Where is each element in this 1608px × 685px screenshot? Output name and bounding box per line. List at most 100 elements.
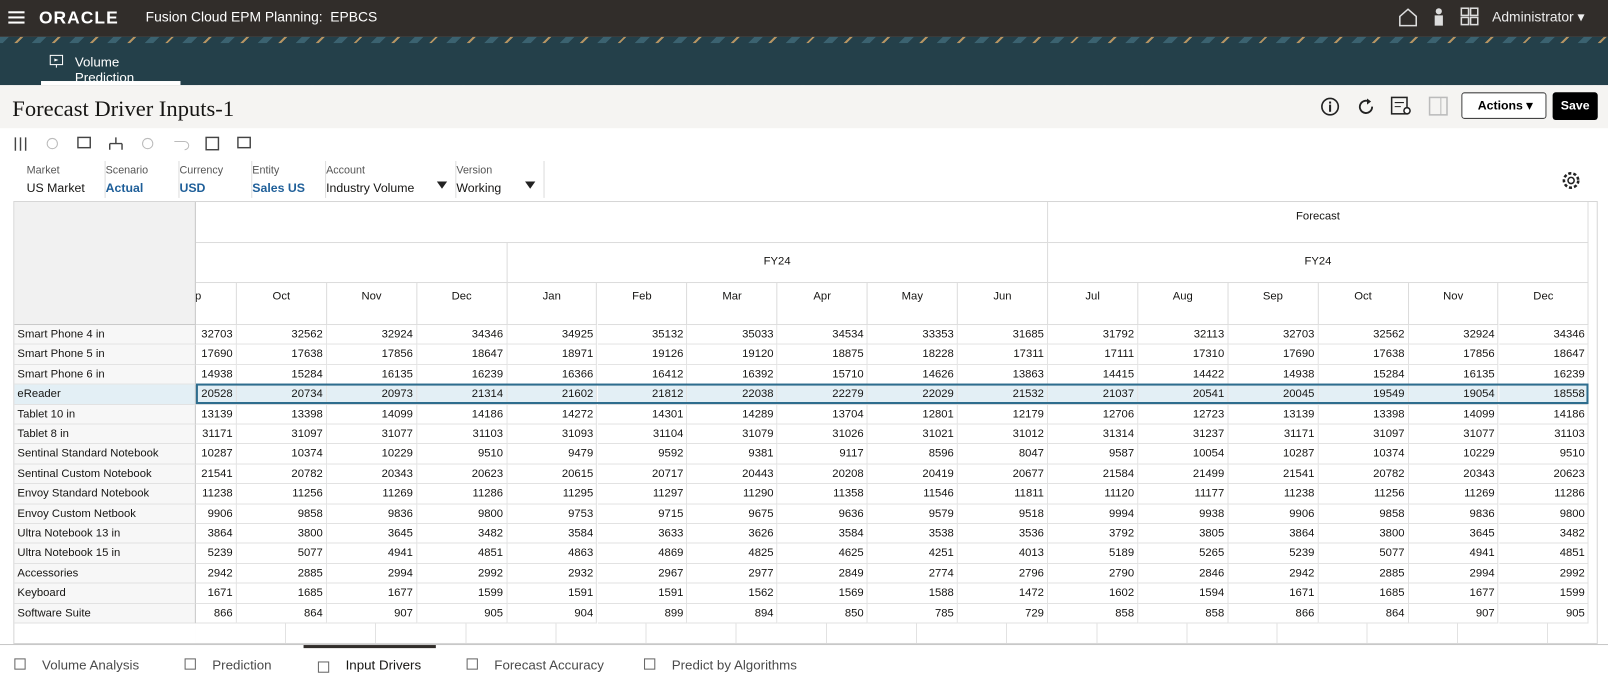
data-cell[interactable]: 9587 [1048, 444, 1139, 465]
data-cell[interactable]: 34346 [417, 325, 508, 345]
row-header[interactable]: Sentinal Custom Notebook [14, 464, 196, 485]
data-cell[interactable]: 20528 [195, 384, 237, 405]
data-cell[interactable]: 4863 [507, 543, 598, 564]
data-cell[interactable]: 1591 [597, 583, 688, 604]
data-cell[interactable]: 2977 [687, 563, 778, 584]
data-cell[interactable]: 864 [1318, 603, 1409, 624]
data-cell[interactable]: 8596 [867, 444, 958, 465]
data-cell[interactable]: 31792 [1048, 325, 1139, 345]
data-cell[interactable]: 1591 [507, 583, 598, 604]
data-cell[interactable]: 10229 [1408, 444, 1499, 465]
data-cell[interactable]: 20782 [1318, 464, 1409, 485]
settings-icon[interactable] [1561, 170, 1582, 191]
data-cell[interactable]: 9592 [597, 444, 688, 465]
data-cell[interactable]: 31097 [1318, 424, 1409, 445]
data-cell[interactable]: 31079 [687, 424, 778, 445]
data-cell[interactable]: 9753 [507, 504, 598, 525]
data-cell[interactable]: 31077 [1408, 424, 1499, 445]
data-cell[interactable]: 1599 [1498, 583, 1589, 604]
data-cell[interactable]: 20623 [417, 464, 508, 485]
data-cell[interactable]: 858 [1048, 603, 1139, 624]
data-cell[interactable]: 12723 [1138, 404, 1229, 425]
data-cell[interactable]: 5239 [1228, 543, 1319, 564]
row-header[interactable]: Envoy Standard Notebook [14, 484, 196, 505]
data-cell[interactable]: 17690 [195, 344, 237, 365]
data-cell[interactable]: 10287 [1228, 444, 1319, 465]
data-cell[interactable]: 9510 [1498, 444, 1589, 465]
data-cell[interactable]: 20541 [1138, 384, 1229, 405]
data-cell[interactable]: 31104 [597, 424, 688, 445]
data-cell[interactable]: 34534 [777, 325, 868, 345]
data-cell[interactable]: 22029 [867, 384, 958, 405]
data-cell[interactable]: 17638 [236, 344, 327, 365]
data-cell[interactable]: 13139 [1228, 404, 1319, 425]
data-cell[interactable]: 17310 [1138, 344, 1229, 365]
data-cell[interactable]: 2885 [1318, 563, 1409, 584]
pov-item[interactable]: Market US Market [27, 161, 106, 198]
pov-item[interactable]: Account Industry Volume [326, 161, 457, 198]
data-cell[interactable]: 3536 [957, 524, 1049, 544]
data-cell[interactable]: 4851 [1498, 543, 1589, 564]
data-cell[interactable]: 16135 [326, 364, 418, 385]
data-cell[interactable]: 1685 [236, 583, 327, 604]
data-cell[interactable]: 11811 [957, 484, 1049, 505]
toolbar-icons[interactable] [12, 135, 268, 153]
row-header[interactable]: Sentinal Standard Notebook [14, 444, 196, 465]
user-menu[interactable]: Administrator ▾ [1492, 9, 1585, 25]
data-cell[interactable]: 10374 [1318, 444, 1409, 465]
data-cell[interactable]: 15284 [236, 364, 327, 385]
data-cell[interactable]: 9836 [326, 504, 418, 525]
data-cell[interactable]: 4251 [867, 543, 958, 564]
data-cell[interactable]: 11269 [326, 484, 418, 505]
data-cell[interactable]: 20343 [326, 464, 418, 485]
data-cell[interactable]: 2942 [1228, 563, 1319, 584]
data-cell[interactable]: 18228 [867, 344, 958, 365]
inspect-icon[interactable] [1390, 96, 1414, 117]
data-cell[interactable]: 14938 [1228, 364, 1319, 385]
data-cell[interactable]: 17856 [326, 344, 418, 365]
bottom-tab[interactable]: Forecast Accuracy [452, 645, 618, 685]
data-cell[interactable]: 14626 [867, 364, 958, 385]
data-cell[interactable]: 4941 [326, 543, 418, 564]
data-cell[interactable]: 4013 [957, 543, 1049, 564]
data-cell[interactable]: 11120 [1048, 484, 1139, 505]
bottom-tab[interactable]: Predict by Algorithms [630, 645, 812, 685]
data-cell[interactable]: 2992 [1498, 563, 1589, 584]
data-cell[interactable]: 3482 [1498, 524, 1589, 544]
data-cell[interactable]: 9800 [417, 504, 508, 525]
data-cell[interactable]: 31171 [195, 424, 237, 445]
data-cell[interactable]: 21314 [417, 384, 508, 405]
data-cell[interactable]: 31314 [1048, 424, 1139, 445]
data-cell[interactable]: 18558 [1498, 384, 1589, 405]
data-cell[interactable]: 33353 [867, 325, 958, 345]
data-cell[interactable]: 1588 [867, 583, 958, 604]
navigator-icon[interactable] [1431, 7, 1447, 28]
data-cell[interactable]: 34346 [1498, 325, 1589, 345]
data-cell[interactable]: 11238 [1228, 484, 1319, 505]
data-cell[interactable]: 16412 [597, 364, 688, 385]
data-cell[interactable]: 866 [195, 603, 237, 624]
data-cell[interactable]: 21037 [1048, 384, 1139, 405]
data-cell[interactable]: 9117 [777, 444, 868, 465]
data-cell[interactable]: 31093 [507, 424, 598, 445]
data-cell[interactable]: 4851 [417, 543, 508, 564]
apps-icon[interactable] [1460, 7, 1479, 26]
data-cell[interactable]: 20443 [687, 464, 778, 485]
data-cell[interactable]: 866 [1228, 603, 1319, 624]
row-header[interactable]: Accessories [14, 563, 196, 584]
row-header[interactable]: Envoy Custom Netbook [14, 504, 196, 525]
data-cell[interactable]: 4825 [687, 543, 778, 564]
data-cell[interactable]: 1671 [1228, 583, 1319, 604]
data-cell[interactable]: 19054 [1408, 384, 1499, 405]
data-cell[interactable]: 32924 [1408, 325, 1499, 345]
data-cell[interactable]: 18875 [777, 344, 868, 365]
data-cell[interactable]: 2942 [195, 563, 237, 584]
data-cell[interactable]: 21499 [1138, 464, 1229, 485]
data-cell[interactable]: 3584 [507, 524, 598, 544]
data-cell[interactable]: 1602 [1048, 583, 1139, 604]
data-cell[interactable]: 14099 [1408, 404, 1499, 425]
data-cell[interactable]: 9518 [957, 504, 1049, 525]
data-cell[interactable]: 904 [507, 603, 598, 624]
data-cell[interactable]: 19126 [597, 344, 688, 365]
pov-item[interactable]: Currency USD [179, 161, 253, 198]
